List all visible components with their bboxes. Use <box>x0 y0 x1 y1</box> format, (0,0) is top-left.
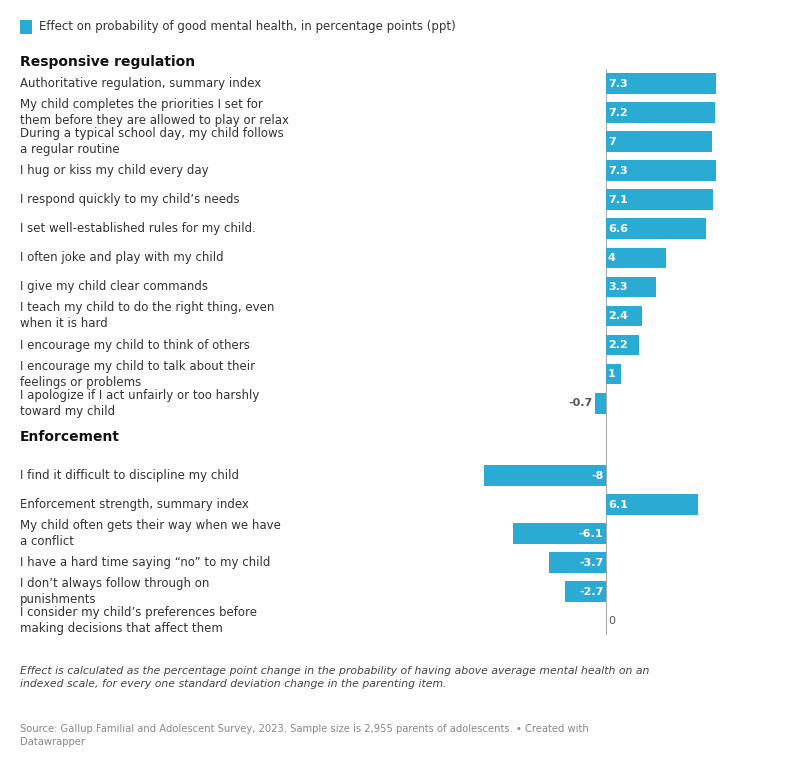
Bar <box>484 465 605 486</box>
Bar <box>605 247 666 269</box>
Bar <box>605 276 656 297</box>
Bar <box>513 524 605 544</box>
Text: 7.3: 7.3 <box>608 166 627 176</box>
Text: I encourage my child to think of others: I encourage my child to think of others <box>20 339 249 352</box>
Text: 7: 7 <box>608 137 615 147</box>
Text: I don’t always follow through on
punishments: I don’t always follow through on punishm… <box>20 578 209 606</box>
Bar <box>605 363 621 384</box>
Text: Enforcement strength, summary index: Enforcement strength, summary index <box>20 498 249 511</box>
Text: 7.3: 7.3 <box>608 79 627 89</box>
Bar <box>605 189 713 210</box>
Text: During a typical school day, my child follows
a regular routine: During a typical school day, my child fo… <box>20 127 283 156</box>
Bar <box>605 160 716 181</box>
Text: I give my child clear commands: I give my child clear commands <box>20 280 208 293</box>
Bar <box>605 306 642 326</box>
Bar <box>605 102 715 123</box>
Text: 3.3: 3.3 <box>608 282 627 292</box>
Text: 0: 0 <box>608 616 615 626</box>
Text: Responsive regulation: Responsive regulation <box>20 55 195 69</box>
Text: Effect on probability of good mental health, in percentage points (ppt): Effect on probability of good mental hea… <box>39 21 455 33</box>
Bar <box>565 581 605 602</box>
Text: My child often gets their way when we have
a conflict: My child often gets their way when we ha… <box>20 519 281 548</box>
Text: I teach my child to do the right thing, even
when it is hard: I teach my child to do the right thing, … <box>20 302 274 330</box>
Text: My child completes the priorities I set for
them before they are allowed to play: My child completes the priorities I set … <box>20 99 289 127</box>
Text: 2.2: 2.2 <box>608 340 627 350</box>
Text: 1: 1 <box>608 369 615 379</box>
Text: -0.7: -0.7 <box>568 398 593 408</box>
Bar <box>605 494 698 515</box>
Bar <box>605 132 712 152</box>
Text: I find it difficult to discipline my child: I find it difficult to discipline my chi… <box>20 469 239 482</box>
Text: 7.1: 7.1 <box>608 195 627 205</box>
Bar <box>549 552 605 573</box>
Bar <box>605 219 706 239</box>
Text: 6.1: 6.1 <box>608 500 628 510</box>
Text: 4: 4 <box>608 253 615 263</box>
Bar <box>605 73 716 94</box>
Text: Source: Gallup Familial and Adolescent Survey, 2023. Sample size is 2,955 parent: Source: Gallup Familial and Adolescent S… <box>20 724 589 747</box>
Text: I often joke and play with my child: I often joke and play with my child <box>20 252 223 264</box>
Text: 2.4: 2.4 <box>608 311 628 321</box>
Text: -3.7: -3.7 <box>579 557 604 567</box>
Text: I apologize if I act unfairly or too harshly
toward my child: I apologize if I act unfairly or too har… <box>20 389 259 417</box>
Text: I encourage my child to talk about their
feelings or problems: I encourage my child to talk about their… <box>20 360 255 389</box>
Text: -2.7: -2.7 <box>579 587 604 597</box>
Text: Enforcement: Enforcement <box>20 430 120 444</box>
Text: 7.2: 7.2 <box>608 108 627 118</box>
Text: Authoritative regulation, summary index: Authoritative regulation, summary index <box>20 77 261 90</box>
Text: Effect is calculated as the percentage point change in the probability of having: Effect is calculated as the percentage p… <box>20 666 649 689</box>
Text: I respond quickly to my child’s needs: I respond quickly to my child’s needs <box>20 193 239 206</box>
Text: -6.1: -6.1 <box>579 529 604 539</box>
Text: -8: -8 <box>591 470 604 480</box>
Text: I hug or kiss my child every day: I hug or kiss my child every day <box>20 164 208 177</box>
Text: I set well-established rules for my child.: I set well-established rules for my chil… <box>20 223 256 236</box>
Text: I consider my child’s preferences before
making decisions that affect them: I consider my child’s preferences before… <box>20 606 256 635</box>
Bar <box>595 393 605 413</box>
Text: I have a hard time saying “no” to my child: I have a hard time saying “no” to my chi… <box>20 556 270 569</box>
Text: 6.6: 6.6 <box>608 224 628 234</box>
Bar <box>605 335 639 356</box>
